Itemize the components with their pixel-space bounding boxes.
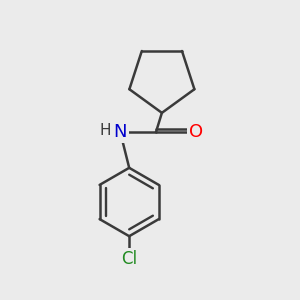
Text: H: H [99,123,111,138]
Text: O: O [189,123,203,141]
Text: Cl: Cl [121,250,137,268]
Text: N: N [113,123,127,141]
